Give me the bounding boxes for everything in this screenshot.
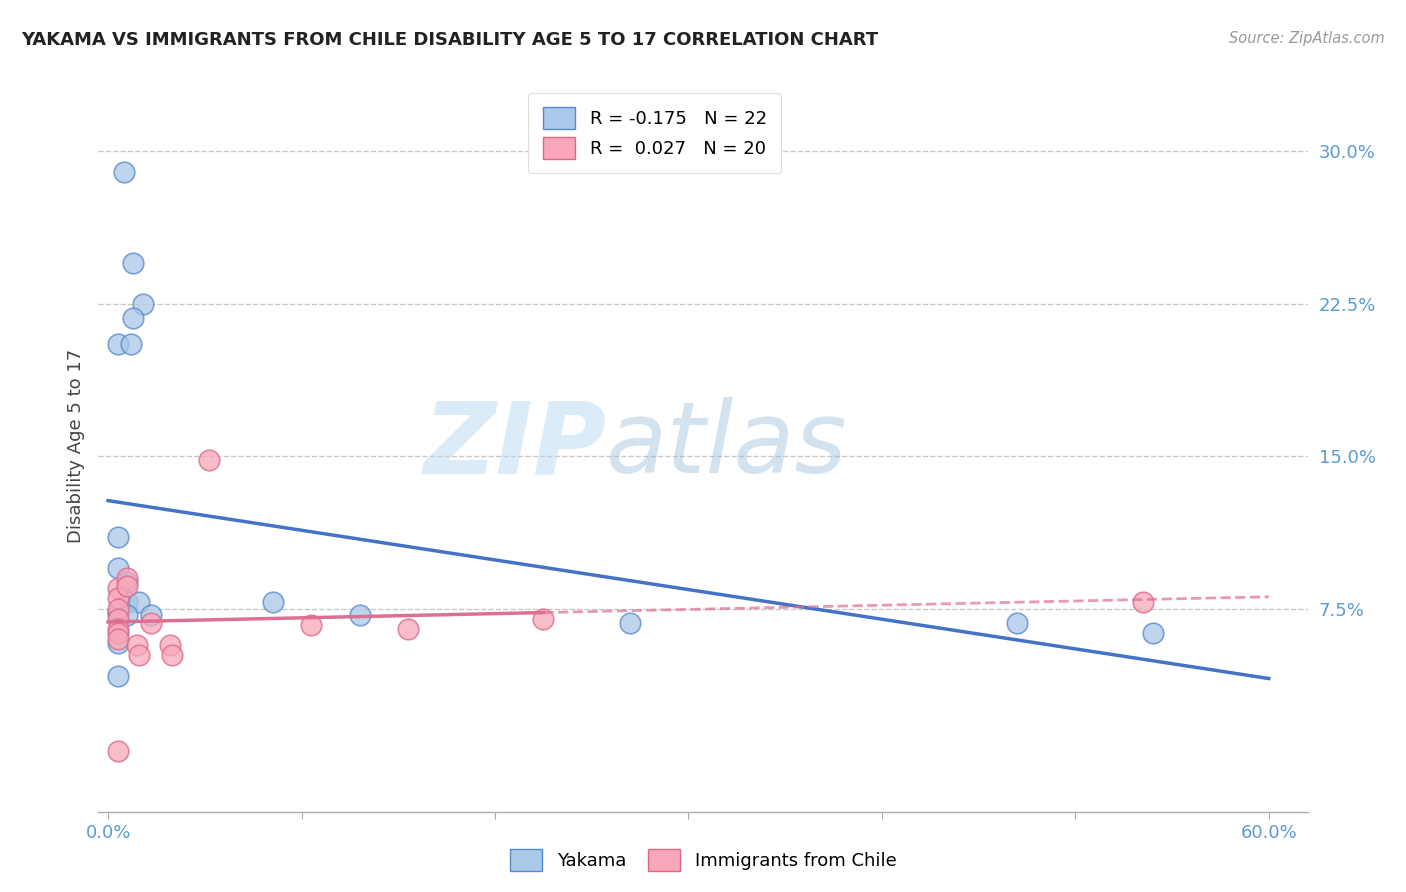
Point xyxy=(128,648,150,663)
Text: Source: ZipAtlas.com: Source: ZipAtlas.com xyxy=(1229,31,1385,46)
Point xyxy=(159,638,181,652)
Point xyxy=(117,579,139,593)
Point xyxy=(107,626,129,640)
Point xyxy=(107,601,129,615)
Point xyxy=(122,256,145,270)
Point xyxy=(139,615,162,630)
Point xyxy=(120,337,142,351)
Point xyxy=(117,575,139,590)
Point xyxy=(112,164,135,178)
Point xyxy=(128,595,150,609)
Point xyxy=(122,311,145,326)
Point xyxy=(107,337,129,351)
Point xyxy=(107,606,129,620)
Point xyxy=(1132,595,1154,609)
Text: atlas: atlas xyxy=(606,398,848,494)
Point xyxy=(107,744,129,758)
Point xyxy=(299,617,322,632)
Point xyxy=(197,453,219,467)
Point xyxy=(107,622,129,636)
Text: ZIP: ZIP xyxy=(423,398,606,494)
Point xyxy=(349,607,371,622)
Point xyxy=(531,612,554,626)
Point xyxy=(107,612,129,626)
Point xyxy=(117,607,139,622)
Point xyxy=(396,622,419,636)
Point xyxy=(139,607,162,622)
Point xyxy=(117,571,139,585)
Point xyxy=(107,591,129,606)
Point xyxy=(107,581,129,595)
Point xyxy=(107,636,129,650)
Point xyxy=(132,297,155,311)
Legend: R = -0.175   N = 22, R =  0.027   N = 20: R = -0.175 N = 22, R = 0.027 N = 20 xyxy=(529,93,782,173)
Point xyxy=(127,638,149,652)
Point xyxy=(1007,615,1029,630)
Point xyxy=(107,561,129,575)
Point xyxy=(1142,626,1164,640)
Point xyxy=(117,595,139,609)
Point xyxy=(262,595,284,609)
Point xyxy=(107,606,129,620)
Legend: Yakama, Immigrants from Chile: Yakama, Immigrants from Chile xyxy=(502,842,904,879)
Point xyxy=(619,615,641,630)
Y-axis label: Disability Age 5 to 17: Disability Age 5 to 17 xyxy=(66,349,84,543)
Point xyxy=(160,648,183,663)
Point xyxy=(107,530,129,544)
Point xyxy=(107,632,129,646)
Text: YAKAMA VS IMMIGRANTS FROM CHILE DISABILITY AGE 5 TO 17 CORRELATION CHART: YAKAMA VS IMMIGRANTS FROM CHILE DISABILI… xyxy=(21,31,879,49)
Point xyxy=(107,668,129,682)
